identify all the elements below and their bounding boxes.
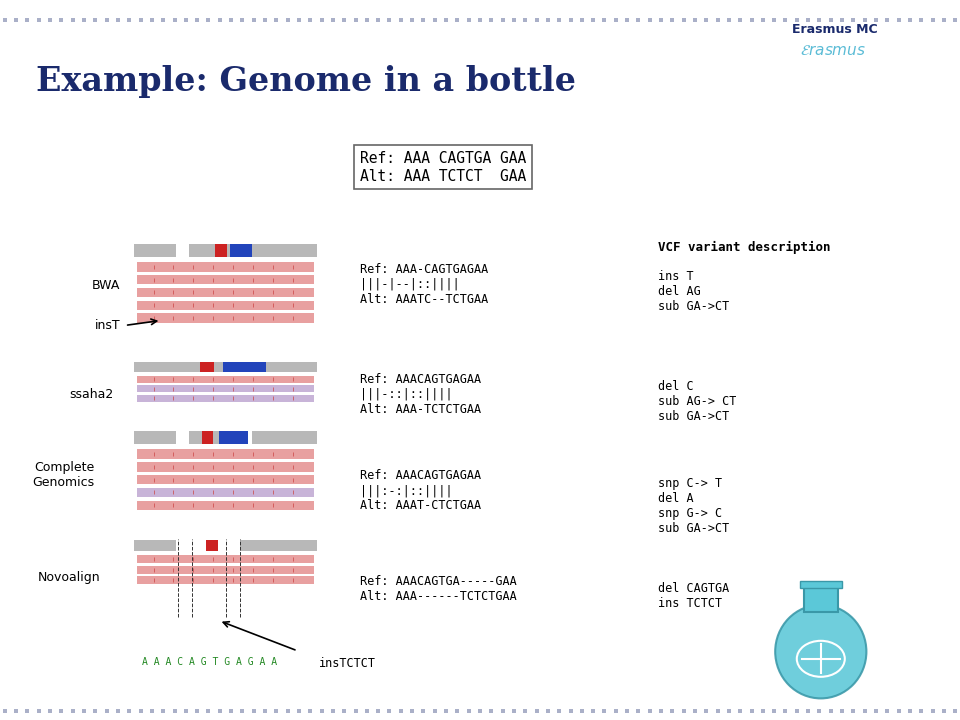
Text: ins T
del AG
sub GA->CT: ins T del AG sub GA->CT (658, 270, 729, 313)
Bar (137, 385, 314, 392)
Bar (230, 243, 252, 257)
Bar (137, 313, 314, 323)
Text: Example: Genome in a bottle: Example: Genome in a bottle (36, 65, 576, 98)
Bar (804, 585, 838, 612)
Bar (137, 262, 314, 271)
Text: insT: insT (94, 319, 120, 332)
Bar (137, 555, 314, 563)
Bar (215, 243, 227, 257)
Text: Erasmus MC: Erasmus MC (792, 23, 878, 36)
Bar (206, 540, 218, 551)
Bar (134, 540, 176, 551)
Bar (202, 431, 213, 444)
Text: BWA: BWA (91, 279, 120, 292)
Ellipse shape (775, 605, 866, 698)
Text: insTCTCT: insTCTCT (319, 657, 375, 670)
Text: Ref: AAACAGTGA-----GAA
Alt: AAA------TCTCTGAA: Ref: AAACAGTGA-----GAA Alt: AAA------TCT… (360, 575, 516, 603)
Text: $\mathcal{E}rasmus$: $\mathcal{E}rasmus$ (801, 43, 866, 58)
Bar (252, 431, 317, 444)
Bar (200, 362, 214, 372)
Bar (189, 431, 233, 444)
Text: Complete
Genomics: Complete Genomics (32, 462, 94, 489)
Bar (137, 449, 314, 459)
Bar (800, 581, 842, 588)
Bar (137, 475, 314, 485)
Text: Ref: AAACAGTGAGAA
|||:-:|::||||
Alt: AAAT-CTCTGAA: Ref: AAACAGTGAGAA |||:-:|::|||| Alt: AAA… (360, 469, 481, 513)
Bar (223, 362, 266, 372)
Text: Ref: AAACAGTGAGAA
|||-::|::||||
Alt: AAA-TCTCTGAA: Ref: AAACAGTGAGAA |||-::|::|||| Alt: AAA… (360, 373, 481, 416)
Bar (137, 576, 314, 584)
Text: Ref: AAA CAGTGA GAA
Alt: AAA TCTCT  GAA: Ref: AAA CAGTGA GAA Alt: AAA TCTCT GAA (360, 151, 526, 184)
Bar (137, 300, 314, 310)
Bar (134, 431, 176, 444)
Bar (137, 462, 314, 472)
Bar (240, 540, 317, 551)
Bar (137, 275, 314, 284)
Text: del CAGTGA
ins TCTCT: del CAGTGA ins TCTCT (658, 582, 729, 610)
Bar (137, 288, 314, 297)
Bar (134, 243, 176, 257)
Text: snp C-> T
del A
snp G-> C
sub GA->CT: snp C-> T del A snp G-> C sub GA->CT (658, 477, 729, 535)
Bar (219, 431, 248, 444)
Text: ssaha2: ssaha2 (69, 388, 113, 401)
Text: Novoalign: Novoalign (38, 571, 101, 584)
Text: del C
sub AG-> CT
sub GA->CT: del C sub AG-> CT sub GA->CT (658, 380, 736, 423)
Bar (137, 376, 314, 382)
Bar (134, 362, 317, 372)
Text: Ref: AAA-CAGTGAGAA
|||-|--|::||||
Alt: AAATC--TCTGAA: Ref: AAA-CAGTGAGAA |||-|--|::|||| Alt: A… (360, 263, 489, 306)
Bar (189, 243, 233, 257)
Text: VCF variant description: VCF variant description (658, 241, 830, 254)
Bar (252, 243, 317, 257)
Text: A A A C A G T G A G A A: A A A C A G T G A G A A (142, 657, 277, 667)
Bar (137, 566, 314, 574)
Bar (137, 500, 314, 510)
Bar (137, 395, 314, 402)
Bar (137, 487, 314, 498)
